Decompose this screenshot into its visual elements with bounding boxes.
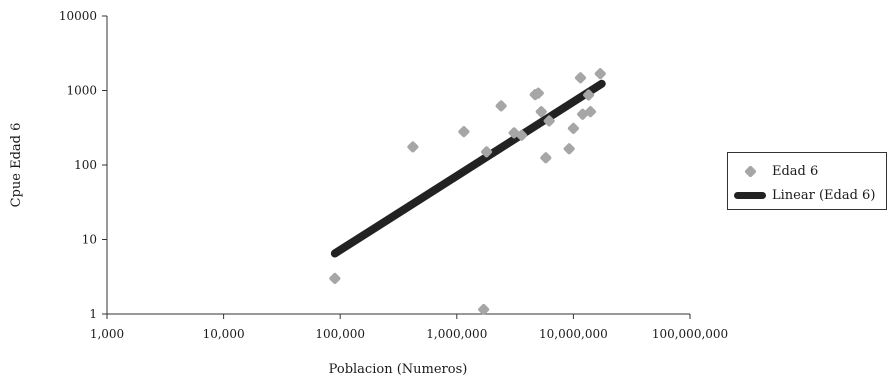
- data-point: [540, 152, 552, 164]
- y-tick-label: 1: [89, 307, 97, 321]
- x-tick-label: 1,000,000: [426, 327, 487, 341]
- legend-item-trendline: Linear (Edad 6): [728, 185, 875, 205]
- y-tick-label: 1000: [66, 84, 97, 98]
- data-point: [458, 126, 470, 138]
- x-axis-title: Poblacion (Numeros): [329, 362, 468, 377]
- x-tick-label: 10,000: [203, 327, 245, 341]
- data-point: [535, 106, 547, 118]
- data-point: [543, 115, 555, 127]
- data-point: [594, 68, 606, 80]
- data-point: [584, 106, 596, 118]
- data-point: [516, 129, 528, 141]
- data-point: [478, 303, 490, 316]
- legend-item-points: Edad 6: [728, 161, 818, 181]
- legend-point-swatch: [728, 164, 772, 178]
- data-point: [583, 89, 595, 101]
- trendline-layer: [330, 79, 606, 258]
- x-ticks: 1,000 10,000 100,000 1,000,000 10,000,000 100…: [90, 314, 728, 341]
- x-tick-label: 100,000: [315, 327, 365, 341]
- data-point: [532, 87, 544, 99]
- y-tick-label: 10000: [59, 9, 97, 23]
- x-tick-label: 10,000,000: [539, 327, 608, 341]
- y-axis-title: Cpue Edad 6: [9, 123, 24, 208]
- data-point: [495, 100, 507, 112]
- data-point: [407, 141, 419, 153]
- legend-line-swatch: [728, 191, 772, 199]
- legend: Edad 6 Linear (Edad 6): [727, 152, 887, 210]
- points-layer: [329, 68, 606, 316]
- y-tick-label: 10: [82, 233, 97, 247]
- data-point: [574, 72, 587, 84]
- y-ticks: 1 10 100 1000 10000: [59, 9, 107, 321]
- data-point: [481, 146, 493, 158]
- trendline: [330, 79, 606, 258]
- data-point: [329, 272, 341, 284]
- legend-label-points: Edad 6: [772, 163, 819, 179]
- legend-label-trendline: Linear (Edad 6): [772, 187, 876, 203]
- data-point: [563, 143, 575, 155]
- x-tick-label: 100,000,000: [652, 327, 728, 341]
- x-tick-label: 1,000: [90, 327, 124, 341]
- y-tick-label: 100: [74, 158, 97, 172]
- data-point: [567, 122, 579, 134]
